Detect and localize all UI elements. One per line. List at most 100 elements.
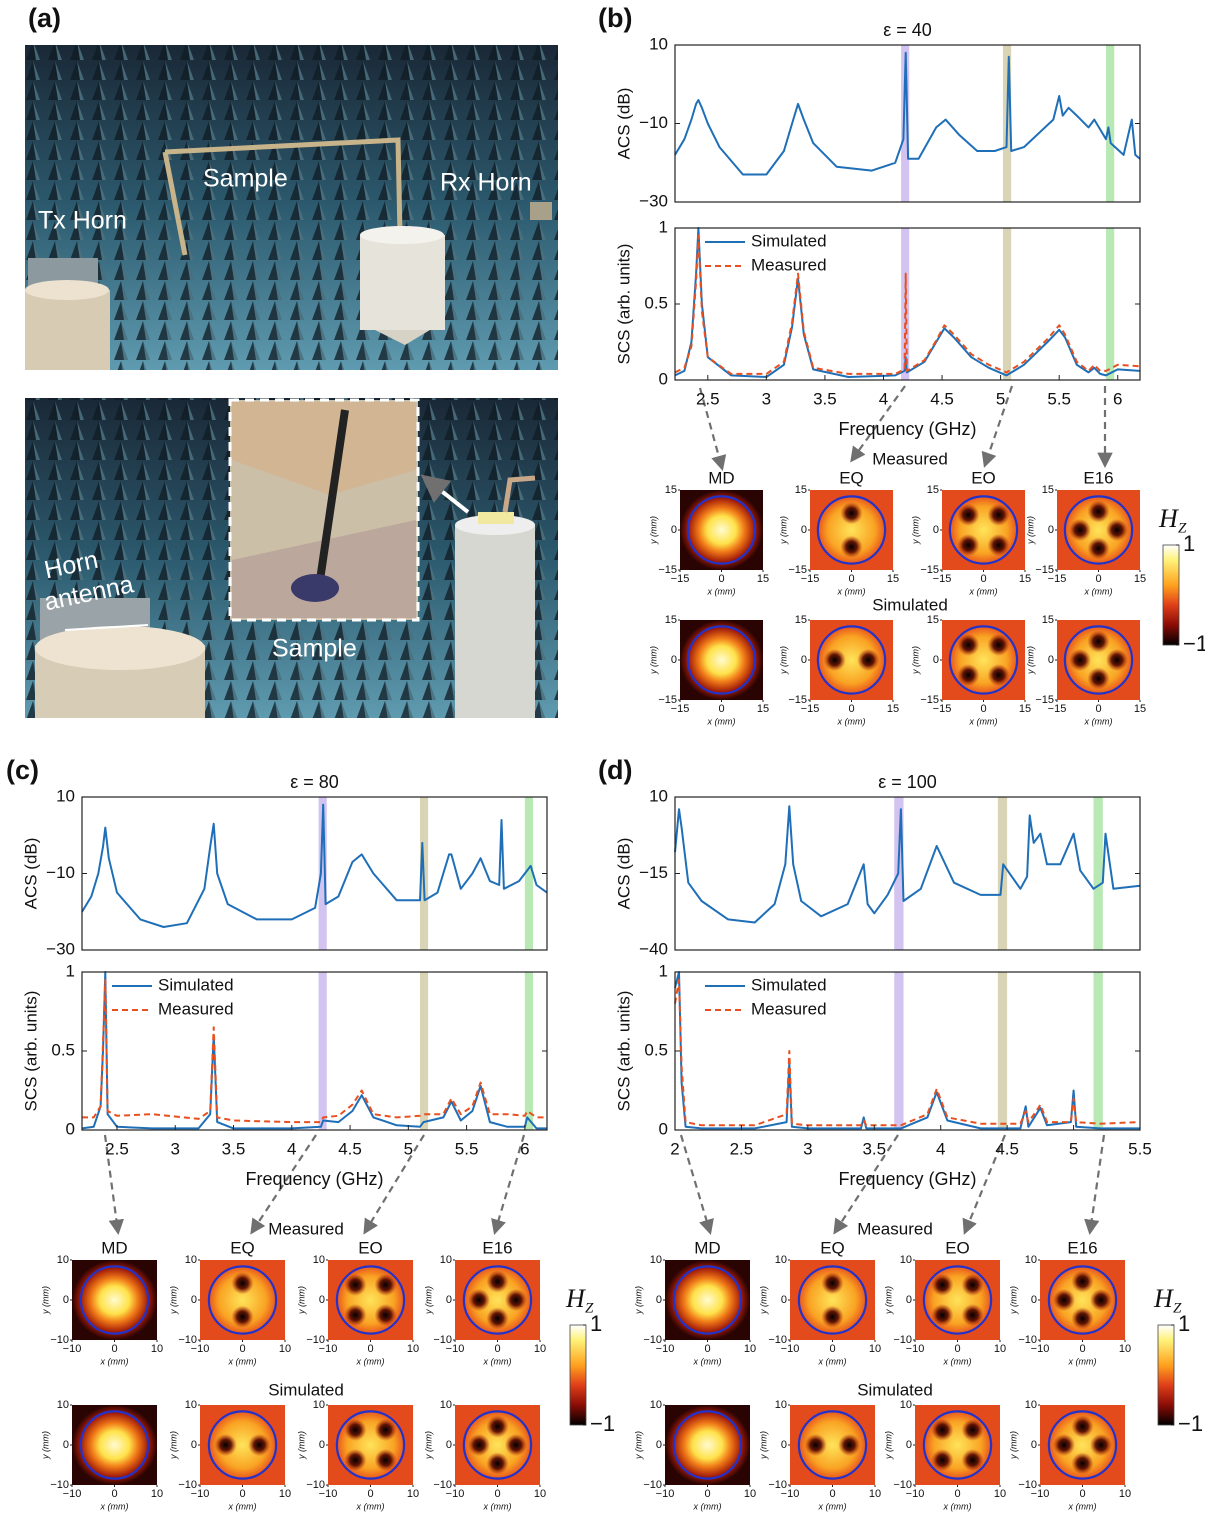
x-tick-label: 5 <box>404 1139 413 1158</box>
map-x-tick-label: 10 <box>994 1488 1006 1500</box>
mode-title: E16 <box>1067 1238 1097 1257</box>
row-label: Measured <box>268 1219 344 1238</box>
map-x-label: x (mm) <box>693 1501 722 1511</box>
row-label: Simulated <box>268 1380 344 1399</box>
map-x-label: x (mm) <box>837 716 866 726</box>
map-x-tick-label: 15 <box>1019 703 1031 715</box>
plot-frame <box>82 972 547 1130</box>
map-y-tick-label: 15 <box>927 614 939 626</box>
legend-label: Simulated <box>158 975 234 994</box>
map-y-label: y (mm) <box>40 1431 50 1460</box>
map-y-label: y (mm) <box>296 1286 306 1315</box>
field-null <box>931 1304 953 1326</box>
map-y-tick-label: 10 <box>185 1399 197 1411</box>
legend-label: Simulated <box>751 975 827 994</box>
map-x-tick-label: 0 <box>954 1488 960 1500</box>
map-x-tick-label: −10 <box>446 1343 465 1355</box>
x-tick-label: 3.5 <box>862 1139 886 1158</box>
series-line <box>675 972 1140 1128</box>
x-tick-label: 2.5 <box>105 1139 129 1158</box>
mode-title: EO <box>945 1238 970 1257</box>
map-x-tick-label: 0 <box>494 1343 500 1355</box>
highlight-band <box>1003 228 1011 380</box>
panel-label: (d) <box>598 755 632 785</box>
map-x-tick-label: 15 <box>1134 573 1146 585</box>
plot-frame <box>675 972 1140 1130</box>
map-x-label: x (mm) <box>969 586 998 596</box>
map-x-label: x (mm) <box>1068 1356 1097 1366</box>
map-y-tick-label: 10 <box>650 1399 662 1411</box>
colorbar <box>1163 545 1179 645</box>
map-y-tick-label: 0 <box>801 524 807 536</box>
map-y-label: y (mm) <box>423 1286 433 1315</box>
map-x-tick-label: −10 <box>781 1488 800 1500</box>
field-null <box>857 649 879 671</box>
y-axis-label: SCS (arb. units) <box>21 991 40 1112</box>
map-y-tick-label: 0 <box>319 1439 325 1451</box>
map-y-tick-label: 0 <box>801 654 807 666</box>
y-axis-label: ACS (dB) <box>614 838 633 910</box>
y-tick-label: 1 <box>66 961 75 980</box>
chart-title: ε = 80 <box>290 772 339 792</box>
colorbar-tick-label: 1 <box>590 1311 602 1336</box>
field-null <box>375 1304 397 1326</box>
map-y-label: y (mm) <box>296 1431 306 1460</box>
map-x-tick-label: 0 <box>848 573 854 585</box>
map-y-tick-label: 10 <box>57 1399 69 1411</box>
field-null <box>988 664 1010 686</box>
x-axis-label: Frequency (GHz) <box>245 1169 383 1189</box>
x-tick-label: 5 <box>1069 1139 1078 1158</box>
map-y-tick-label: 10 <box>440 1254 452 1266</box>
map-x-tick-label: 0 <box>718 573 724 585</box>
panel-label: (b) <box>598 3 632 33</box>
highlight-band <box>1094 972 1103 1130</box>
map-x-tick-label: 0 <box>239 1343 245 1355</box>
map-x-label: x (mm) <box>707 716 736 726</box>
x-tick-label: 5 <box>996 389 1005 408</box>
map-x-tick-label: −15 <box>933 573 952 585</box>
map-x-tick-label: −15 <box>671 573 690 585</box>
field-null <box>1071 1415 1093 1437</box>
y-tick-label: −10 <box>639 113 668 132</box>
map-y-tick-label: 0 <box>671 654 677 666</box>
row-label: Measured <box>872 449 948 468</box>
field-null <box>486 1307 508 1329</box>
map-x-tick-label: 10 <box>534 1343 546 1355</box>
map-y-tick-label: 0 <box>781 1294 787 1306</box>
y-tick-label: −30 <box>639 191 668 210</box>
map-x-label: x (mm) <box>693 1356 722 1366</box>
map-x-label: x (mm) <box>943 1356 972 1366</box>
map-y-tick-label: 0 <box>656 1439 662 1451</box>
map-x-tick-label: 10 <box>1119 1343 1131 1355</box>
field-null <box>824 649 846 671</box>
map-x-label: x (mm) <box>1068 1501 1097 1511</box>
map-x-tick-label: 0 <box>954 1343 960 1355</box>
field-null <box>1069 519 1091 541</box>
map-y-tick-label: 0 <box>1048 524 1054 536</box>
y-tick-label: 1 <box>659 961 668 980</box>
y-tick-label: 0 <box>659 1119 668 1138</box>
field-null <box>838 1434 860 1456</box>
map-y-tick-label: 0 <box>446 1439 452 1451</box>
map-x-tick-label: −15 <box>801 703 820 715</box>
map-y-label: y (mm) <box>40 1286 50 1315</box>
map-y-tick-label: 10 <box>900 1254 912 1266</box>
map-y-tick-label: 0 <box>191 1439 197 1451</box>
x-tick-label: 4.5 <box>930 389 954 408</box>
map-y-label: y (mm) <box>1025 646 1035 675</box>
field-null <box>215 1434 237 1456</box>
x-tick-label: 3.5 <box>222 1139 246 1158</box>
colorbar-tick-label: −1 <box>590 1411 615 1436</box>
legend-label: Measured <box>751 255 827 274</box>
map-x-tick-label: −10 <box>446 1488 465 1500</box>
field-null <box>931 1419 953 1441</box>
field-null <box>1106 649 1128 671</box>
map-x-label: x (mm) <box>228 1501 257 1511</box>
map-y-tick-label: 15 <box>1042 484 1054 496</box>
map-y-tick-label: 0 <box>906 1294 912 1306</box>
map-x-tick-label: −15 <box>933 703 952 715</box>
x-tick-label: 3 <box>803 1139 812 1158</box>
field-null <box>988 504 1010 526</box>
map-y-tick-label: 0 <box>671 524 677 536</box>
mode-title: EQ <box>230 1238 255 1257</box>
